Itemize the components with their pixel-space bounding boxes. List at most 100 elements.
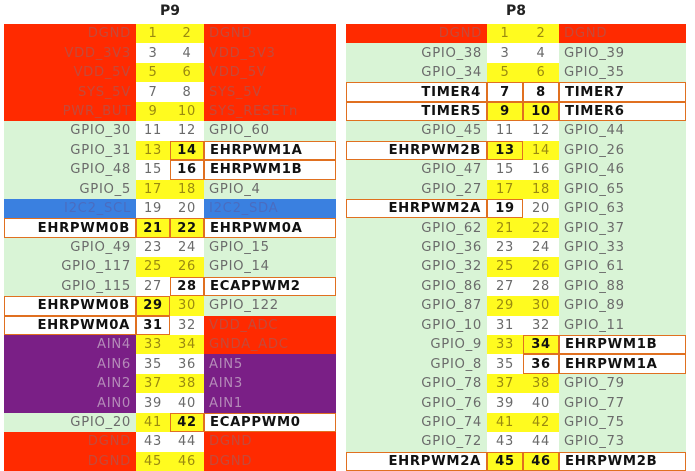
p9-pin-label-left: GPIO_30	[4, 121, 136, 141]
p8-pin-number-right: 40	[523, 393, 559, 413]
p9-pin-row: GPIO_117 25 26 GPIO_14	[4, 257, 336, 277]
p9-pin-label-left: EHRPWM0B	[4, 296, 136, 316]
p9-pin-number-right: 8	[170, 82, 204, 102]
p9-pin-number-right: 42	[170, 412, 204, 433]
p8-pin-row: GPIO_38 3 4 GPIO_39	[346, 43, 686, 63]
p9-pin-row: EHRPWM0A 31 32 VDD_ADC	[4, 315, 336, 335]
p9-pin-number-right: 6	[170, 62, 204, 83]
p9-pin-label-right: I2C2_SDA	[204, 198, 336, 219]
p8-pin-row: GPIO_76 39 40 GPIO_77	[346, 393, 686, 413]
p9-pin-label-right: SYS_RESETn	[204, 101, 336, 122]
p8-pin-number-right: 10	[523, 101, 559, 122]
p9-pin-label-left: PWR_BUT	[4, 101, 136, 122]
p9-pin-number-right: 36	[170, 354, 204, 374]
p8-pin-row: GPIO_36 23 24 GPIO_33	[346, 237, 686, 258]
p8-pin-label-left: GPIO_10	[346, 315, 487, 335]
p8-pin-label-right: GPIO_89	[559, 296, 686, 316]
p8-pin-number-right: 44	[523, 432, 559, 452]
p9-pin-number-left: 31	[136, 315, 170, 335]
p9-pin-label-right: GPIO_4	[204, 179, 336, 199]
p8-pin-number-right: 14	[523, 140, 559, 161]
p9-pin-number-left: 43	[136, 432, 170, 452]
p8-pin-table: DGND 1 2 DGND GPIO_38 3 4 GPIO_39 GPIO_34 5 6 GPIO_…	[346, 24, 686, 471]
p8-pin-number-right: 6	[523, 62, 559, 83]
p9-pin-label-right: VDD_5V	[204, 62, 336, 83]
p8-pin-number-left: 21	[487, 218, 523, 238]
p9-pin-number-left: 29	[136, 296, 170, 316]
p8-pin-label-left: GPIO_27	[346, 179, 487, 199]
p8-pin-label-right: GPIO_88	[559, 276, 686, 297]
p8-pin-number-left: 5	[487, 62, 523, 83]
p8-pin-label-left: GPIO_72	[346, 432, 487, 452]
p8-pin-number-right: 32	[523, 315, 559, 335]
p8-pin-label-left: TIMER5	[346, 101, 487, 122]
p9-pin-number-right: 14	[170, 140, 204, 161]
p8-pin-number-left: 37	[487, 373, 523, 394]
p9-pin-label-right: DGND	[204, 24, 336, 44]
p8-pin-label-left: DGND	[346, 24, 487, 44]
p8-pin-row: EHRPWM2B 13 14 GPIO_26	[346, 140, 686, 161]
p8-pin-number-left: 3	[487, 43, 523, 63]
p9-pin-label-left: I2C2_SCL	[4, 198, 136, 219]
p9-pin-row: GPIO_30 11 12 GPIO_60	[4, 121, 336, 141]
p8-pin-row: GPIO_47 15 16 GPIO_46	[346, 160, 686, 180]
p9-pin-row: PWR_BUT 9 10 SYS_RESETn	[4, 101, 336, 122]
p8-pin-number-left: 33	[487, 335, 523, 355]
p9-pin-row: DGND 45 46 DGND	[4, 451, 336, 471]
p8-pin-number-left: 39	[487, 393, 523, 413]
p8-pin-number-left: 35	[487, 354, 523, 374]
p8-pin-label-right: EHRPWM1A	[559, 354, 686, 374]
p9-pin-number-right: 20	[170, 198, 204, 219]
p8-pin-label-right: EHRPWM1B	[559, 335, 686, 355]
p9-pin-number-right: 16	[170, 160, 204, 180]
p8-pin-number-right: 28	[523, 276, 559, 297]
p8-pin-label-left: GPIO_45	[346, 121, 487, 141]
p8-pin-number-right: 46	[523, 451, 559, 471]
p8-pin-number-right: 24	[523, 237, 559, 258]
p8-pin-row: GPIO_34 5 6 GPIO_35	[346, 62, 686, 83]
p9-pin-label-left: SYS_5V	[4, 82, 136, 102]
p8-pin-number-left: 29	[487, 296, 523, 316]
p9-pin-label-left: AIN4	[4, 335, 136, 355]
p8-pin-number-right: 30	[523, 296, 559, 316]
p8-pin-row: GPIO_10 31 32 GPIO_11	[346, 315, 686, 335]
p9-pin-number-left: 35	[136, 354, 170, 374]
p8-pin-number-right: 36	[523, 354, 559, 374]
p8-pin-number-left: 27	[487, 276, 523, 297]
p9-pin-row: GPIO_20 41 42 ECAPPWM0	[4, 412, 336, 433]
p9-pin-number-left: 39	[136, 393, 170, 413]
p9-pin-label-right: VDD_ADC	[204, 315, 336, 335]
p9-pin-row: AIN4 33 34 GNDA_ADC	[4, 335, 336, 355]
p9-pin-label-right: AIN3	[204, 373, 336, 394]
p8-pin-label-left: GPIO_62	[346, 218, 487, 238]
p8-pin-number-right: 20	[523, 198, 559, 219]
p9-pin-number-left: 13	[136, 140, 170, 161]
p8-pin-label-right: GPIO_39	[559, 43, 686, 63]
p9-pin-number-right: 10	[170, 101, 204, 122]
p8-pin-label-right: GPIO_75	[559, 412, 686, 433]
p8-pin-number-right: 4	[523, 43, 559, 63]
p9-pin-label-right: VDD_3V3	[204, 43, 336, 63]
p8-pin-number-right: 38	[523, 373, 559, 394]
p8-pin-row: GPIO_8 35 36 EHRPWM1A	[346, 354, 686, 374]
p9-pin-label-left: DGND	[4, 451, 136, 471]
p8-pin-label-right: GPIO_65	[559, 179, 686, 199]
p8-pin-number-left: 45	[487, 451, 523, 471]
p9-pin-number-left: 25	[136, 257, 170, 277]
p9-pin-label-left: AIN6	[4, 354, 136, 374]
p9-pin-label-left: GPIO_117	[4, 257, 136, 277]
p8-pin-label-right: GPIO_73	[559, 432, 686, 452]
p9-pin-label-left: GPIO_31	[4, 140, 136, 161]
p9-pin-label-right: AIN1	[204, 393, 336, 413]
p8-pin-label-left: EHRPWM2B	[346, 140, 487, 161]
p9-pin-label-left: AIN0	[4, 393, 136, 413]
p8-pin-label-left: GPIO_47	[346, 160, 487, 180]
p9-pin-number-right: 40	[170, 393, 204, 413]
p9-pin-number-left: 23	[136, 237, 170, 258]
p8-pin-number-left: 17	[487, 179, 523, 199]
p8-pin-number-left: 7	[487, 82, 523, 102]
p8-pin-number-left: 19	[487, 198, 523, 219]
p8-pin-label-left: GPIO_78	[346, 373, 487, 394]
p8-pin-label-right: GPIO_44	[559, 121, 686, 141]
p9-pin-row: DGND 43 44 DGND	[4, 432, 336, 452]
